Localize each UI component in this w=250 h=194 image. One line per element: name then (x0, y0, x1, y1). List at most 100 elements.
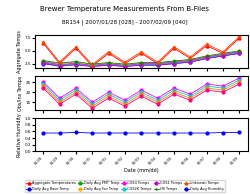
Daily Avg Base Temp (172, 62, 176, 65)
Daily Avg Fan Temp (42, 60, 45, 62)
Unknown Temps (238, 35, 241, 38)
HS Temps (205, 55, 208, 57)
Daily Avg PMT Temp (189, 60, 192, 62)
HS Temps (124, 63, 126, 65)
Daily Avg Fan Temp (74, 61, 77, 63)
Aggregate Temperatures (222, 52, 224, 55)
Daily Avg Base Temp (42, 62, 45, 65)
Text: BR154 | 2007/01/28 [028] - 2007/02/09 [040]: BR154 | 2007/01/28 [028] - 2007/02/09 [0… (62, 19, 188, 25)
Aggregate Temperatures (91, 65, 94, 67)
X-axis label: Date (mm/dd): Date (mm/dd) (124, 168, 158, 173)
COS2K Temps (107, 63, 110, 66)
COS2K Temps (205, 57, 208, 59)
COS3 Temps (140, 62, 143, 65)
COS1 Temps (124, 66, 126, 68)
Daily Avg Fan Temp (156, 62, 159, 64)
COS3 Temps (42, 60, 45, 63)
HS Temps (74, 60, 77, 63)
COS2K Temps (124, 65, 126, 67)
COS3 Temps (124, 64, 126, 67)
Unknown Temps (58, 61, 61, 63)
Daily Avg Humidity (107, 132, 110, 134)
Daily Avg Base Temp (140, 64, 143, 66)
Daily Avg Fan Temp (172, 60, 176, 63)
Daily Avg Base Temp (124, 65, 126, 67)
COS1 Temps (172, 62, 176, 65)
Daily Avg Base Temp (205, 57, 208, 60)
Line: HS Temps: HS Temps (41, 49, 241, 66)
Line: Daily Avg Base Temp: Daily Avg Base Temp (42, 52, 241, 68)
Aggregate Temperatures (124, 62, 126, 65)
Line: COS3 Temps: COS3 Temps (42, 50, 241, 67)
Unknown Temps (156, 61, 159, 63)
Legend: Aggregate Temperatures, Daily Avg Base Temp, Daily Avg PMT Temp, Daily Avg Fan T: Aggregate Temperatures, Daily Avg Base T… (25, 180, 225, 192)
COS1 Temps (205, 57, 208, 60)
HS Temps (238, 50, 241, 52)
Daily Avg Base Temp (58, 65, 61, 67)
Daily Avg PMT Temp (205, 56, 208, 59)
Line: Daily Avg Fan Temp: Daily Avg Fan Temp (42, 50, 241, 66)
COS1 Temps (91, 66, 94, 68)
Daily Avg Fan Temp (238, 50, 241, 52)
Unknown Temps (42, 40, 45, 43)
Daily Avg Base Temp (222, 55, 224, 57)
Daily Avg PMT Temp (172, 61, 176, 64)
COS2K Temps (140, 63, 143, 66)
Daily Avg PMT Temp (222, 54, 224, 56)
Unknown Temps (124, 61, 126, 63)
Daily Avg Humidity (74, 131, 77, 133)
Daily Avg Base Temp (238, 52, 241, 55)
COS2K Temps (238, 52, 241, 54)
Daily Avg Fan Temp (107, 62, 110, 64)
Text: Brewer Temperature Measurements From B-Files: Brewer Temperature Measurements From B-F… (40, 6, 209, 12)
Daily Avg Base Temp (156, 64, 159, 66)
Aggregate Temperatures (205, 44, 208, 47)
Daily Avg Fan Temp (91, 63, 94, 66)
COS2K Temps (91, 65, 94, 67)
Daily Avg PMT Temp (124, 64, 126, 66)
Y-axis label: Relative Humidity: Relative Humidity (16, 113, 21, 157)
Daily Avg PMT Temp (156, 63, 159, 65)
Line: COS1 Temps: COS1 Temps (42, 52, 241, 68)
HS Temps (91, 63, 94, 65)
Aggregate Temperatures (189, 57, 192, 60)
COS2K Temps (172, 62, 176, 64)
COS2K Temps (222, 54, 224, 57)
Line: COS2K Temps: COS2K Temps (42, 51, 241, 68)
COS3 Temps (91, 64, 94, 67)
Aggregate Temperatures (74, 47, 77, 49)
COS3 Temps (58, 63, 61, 66)
COS1 Temps (156, 64, 159, 66)
Aggregate Temperatures (107, 52, 110, 55)
Daily Avg Base Temp (91, 65, 94, 67)
COS1 Temps (238, 52, 241, 55)
Aggregate Temperatures (42, 42, 45, 44)
Unknown Temps (189, 56, 192, 58)
Y-axis label: Aggregate Temps: Aggregate Temps (16, 30, 21, 73)
COS3 Temps (74, 62, 77, 64)
COS2K Temps (156, 63, 159, 66)
HS Temps (58, 62, 61, 64)
Line: Unknown Temps: Unknown Temps (42, 35, 241, 66)
Unknown Temps (205, 43, 208, 45)
Line: Daily Avg PMT Temp: Daily Avg PMT Temp (42, 51, 241, 67)
COS3 Temps (222, 53, 224, 55)
Daily Avg PMT Temp (74, 62, 77, 65)
Aggregate Temperatures (140, 52, 143, 55)
Daily Avg Base Temp (74, 63, 77, 66)
Daily Avg PMT Temp (107, 63, 110, 65)
Daily Avg Humidity (156, 132, 159, 134)
Daily Avg Fan Temp (205, 55, 208, 58)
Unknown Temps (74, 46, 77, 48)
COS3 Temps (172, 61, 176, 63)
Unknown Temps (91, 63, 94, 66)
Daily Avg Humidity (238, 131, 241, 133)
Daily Avg Humidity (189, 132, 192, 134)
COS2K Temps (74, 63, 77, 65)
Daily Avg Humidity (205, 132, 208, 134)
COS1 Temps (74, 63, 77, 66)
Daily Avg Humidity (91, 132, 94, 134)
COS2K Temps (58, 64, 61, 67)
COS1 Temps (42, 62, 45, 64)
COS3 Temps (205, 56, 208, 58)
